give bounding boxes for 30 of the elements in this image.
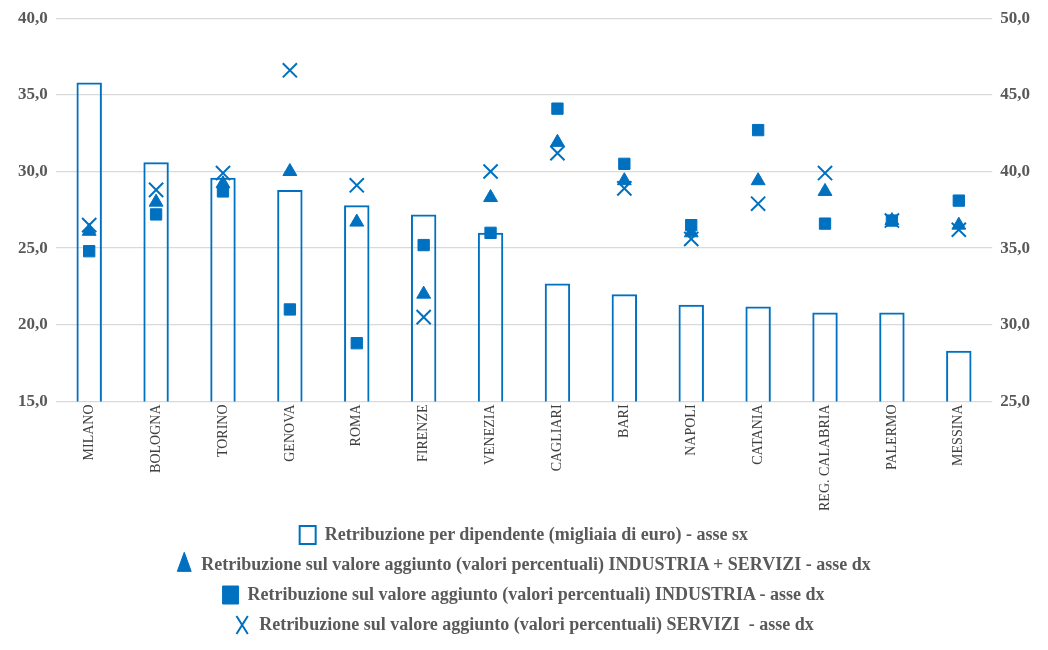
x-tick-label: GENOVA: [281, 403, 297, 462]
x-tick-label: BARI: [616, 404, 632, 438]
y2-tick-label: 25,0: [1000, 390, 1030, 410]
legend-label: Retribuzione per dipendente (migliaia di euro) - asse sx: [324, 523, 748, 545]
y2-tick-label: 35,0: [1000, 237, 1030, 257]
x-tick-label: FIRENZE: [415, 404, 431, 462]
x-tick-label: TORINO: [214, 404, 230, 458]
x-tick-label: MESSINA: [950, 403, 966, 466]
x-tick-label: CATANIA: [749, 403, 765, 465]
y-tick-label: 35,0: [18, 84, 48, 104]
y-tick-label: 25,0: [18, 237, 48, 257]
x-tick-label: VENEZIA: [482, 403, 498, 466]
legend-label: Retribuzione sul valore aggiunto (valori percentuali) INDUSTRIA - asse dx: [247, 583, 825, 605]
y2-tick-label: 30,0: [1000, 314, 1030, 334]
x-tick-label: MILANO: [80, 404, 96, 461]
x-tick-label: REG. CALABRIA: [816, 403, 832, 511]
y2-tick-label: 45,0: [1000, 84, 1030, 104]
legend-label: Retribuzione sul valore aggiunto (valori percentuali) INDUSTRIA + SERVIZI - asse dx: [201, 553, 871, 575]
y-tick-label: 40,0: [18, 7, 48, 27]
x-tick-label: NAPOLI: [682, 404, 698, 456]
y-tick-label: 20,0: [18, 314, 48, 334]
x-tick-label: PALERMO: [883, 404, 899, 471]
y2-tick-label: 50,0: [1000, 7, 1030, 27]
x-tick-label: BOLOGNA: [147, 403, 163, 473]
legend-label: Retribuzione sul valore aggiunto (valori percentuali) SERVIZI - asse dx: [259, 613, 814, 635]
y2-tick-label: 40,0: [1000, 160, 1030, 180]
y-tick-label: 15,0: [18, 390, 48, 410]
x-tick-label: ROMA: [348, 403, 364, 447]
x-tick-label: CAGLIARI: [549, 404, 565, 472]
y-tick-label: 30,0: [18, 160, 48, 180]
